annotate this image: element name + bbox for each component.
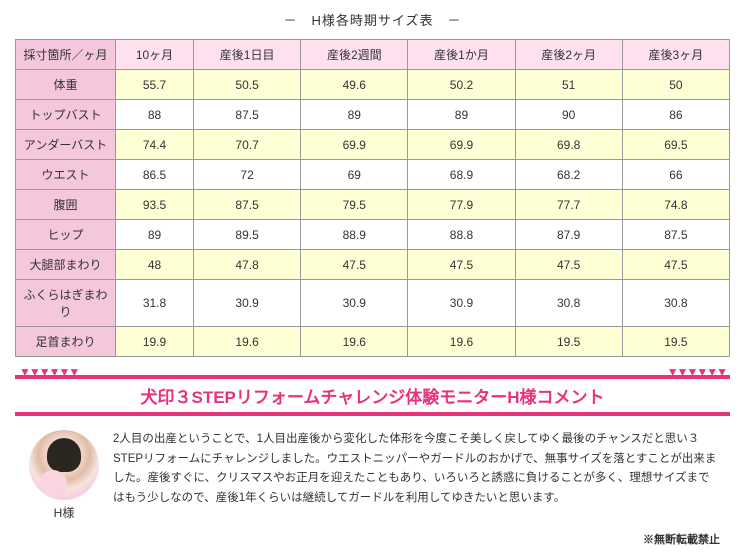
row-label: 足首まわり bbox=[16, 327, 116, 357]
ribbon-deco-right-icon: ▼▼▼▼▼▼ bbox=[667, 365, 726, 379]
table-cell: 89 bbox=[301, 100, 408, 130]
table-row: ふくらはぎまわり31.830.930.930.930.830.8 bbox=[16, 280, 730, 327]
table-col-header: 産後1か月 bbox=[408, 40, 515, 70]
table-row: ウエスト86.5726968.968.266 bbox=[16, 160, 730, 190]
table-cell: 30.8 bbox=[622, 280, 729, 327]
table-cell: 50 bbox=[622, 70, 729, 100]
row-label: ウエスト bbox=[16, 160, 116, 190]
table-cell: 86.5 bbox=[116, 160, 194, 190]
comment-row: H様 2人目の出産ということで、1人目出産後から変化した体形を今度こそ美しく戻し… bbox=[15, 430, 730, 521]
copyright-note: ※無断転載禁止 bbox=[15, 531, 730, 547]
table-cell: 74.4 bbox=[116, 130, 194, 160]
comment-banner: ▼▼▼▼▼▼ 犬印３STEPリフォームチャレンジ体験モニターH様コメント ▼▼▼… bbox=[15, 369, 730, 422]
row-label: ヒップ bbox=[16, 220, 116, 250]
page-title: － H様各時期サイズ表 － bbox=[15, 10, 730, 29]
table-row: アンダーバスト74.470.769.969.969.869.5 bbox=[16, 130, 730, 160]
table-row: 腹囲93.587.579.577.977.774.8 bbox=[16, 190, 730, 220]
table-cell: 19.6 bbox=[194, 327, 301, 357]
table-col-header: 10ヶ月 bbox=[116, 40, 194, 70]
table-cell: 77.7 bbox=[515, 190, 622, 220]
table-cell: 47.5 bbox=[515, 250, 622, 280]
table-cell: 19.9 bbox=[116, 327, 194, 357]
table-cell: 89.5 bbox=[194, 220, 301, 250]
table-cell: 69.9 bbox=[301, 130, 408, 160]
table-cell: 88.9 bbox=[301, 220, 408, 250]
page-container: － H様各時期サイズ表 － 採寸箇所／ヶ月 10ヶ月産後1日目産後2週間産後1か… bbox=[0, 0, 745, 557]
table-cell: 30.9 bbox=[301, 280, 408, 327]
table-row: 足首まわり19.919.619.619.619.519.5 bbox=[16, 327, 730, 357]
table-cell: 79.5 bbox=[301, 190, 408, 220]
table-cell: 19.6 bbox=[408, 327, 515, 357]
table-cell: 88.8 bbox=[408, 220, 515, 250]
row-label: 大腿部まわり bbox=[16, 250, 116, 280]
size-table: 採寸箇所／ヶ月 10ヶ月産後1日目産後2週間産後1か月産後2ヶ月産後3ヶ月 体重… bbox=[15, 39, 730, 357]
table-cell: 77.9 bbox=[408, 190, 515, 220]
avatar-name: H様 bbox=[25, 504, 103, 521]
table-cell: 74.8 bbox=[622, 190, 729, 220]
table-corner-cell: 採寸箇所／ヶ月 bbox=[16, 40, 116, 70]
table-col-header: 産後2週間 bbox=[301, 40, 408, 70]
table-cell: 86 bbox=[622, 100, 729, 130]
table-cell: 87.5 bbox=[622, 220, 729, 250]
table-cell: 30.9 bbox=[408, 280, 515, 327]
avatar-photo-icon bbox=[29, 430, 99, 500]
table-cell: 87.9 bbox=[515, 220, 622, 250]
table-cell: 66 bbox=[622, 160, 729, 190]
banner-title: 犬印３STEPリフォームチャレンジ体験モニターH様コメント bbox=[141, 383, 605, 408]
table-cell: 88 bbox=[116, 100, 194, 130]
table-cell: 68.9 bbox=[408, 160, 515, 190]
table-cell: 69 bbox=[301, 160, 408, 190]
row-label: トップバスト bbox=[16, 100, 116, 130]
row-label: 腹囲 bbox=[16, 190, 116, 220]
ribbon-deco-left-icon: ▼▼▼▼▼▼ bbox=[19, 365, 78, 379]
table-cell: 93.5 bbox=[116, 190, 194, 220]
row-label: ふくらはぎまわり bbox=[16, 280, 116, 327]
table-cell: 69.8 bbox=[515, 130, 622, 160]
table-col-header: 産後2ヶ月 bbox=[515, 40, 622, 70]
table-cell: 72 bbox=[194, 160, 301, 190]
row-label: 体重 bbox=[16, 70, 116, 100]
table-cell: 31.8 bbox=[116, 280, 194, 327]
table-cell: 19.6 bbox=[301, 327, 408, 357]
table-cell: 47.5 bbox=[622, 250, 729, 280]
table-cell: 30.8 bbox=[515, 280, 622, 327]
table-cell: 50.5 bbox=[194, 70, 301, 100]
table-row: 大腿部まわり4847.847.547.547.547.5 bbox=[16, 250, 730, 280]
table-row: 体重55.750.549.650.25150 bbox=[16, 70, 730, 100]
table-cell: 89 bbox=[116, 220, 194, 250]
table-cell: 51 bbox=[515, 70, 622, 100]
row-label: アンダーバスト bbox=[16, 130, 116, 160]
table-cell: 68.2 bbox=[515, 160, 622, 190]
table-cell: 19.5 bbox=[622, 327, 729, 357]
table-cell: 55.7 bbox=[116, 70, 194, 100]
table-cell: 70.7 bbox=[194, 130, 301, 160]
table-cell: 90 bbox=[515, 100, 622, 130]
table-cell: 19.5 bbox=[515, 327, 622, 357]
table-cell: 47.5 bbox=[301, 250, 408, 280]
table-cell: 87.5 bbox=[194, 190, 301, 220]
comment-text: 2人目の出産ということで、1人目出産後から変化した体形を今度こそ美しく戻してゆく… bbox=[113, 430, 720, 508]
table-cell: 87.5 bbox=[194, 100, 301, 130]
table-cell: 69.9 bbox=[408, 130, 515, 160]
table-row: トップバスト8887.589899086 bbox=[16, 100, 730, 130]
table-cell: 47.5 bbox=[408, 250, 515, 280]
table-cell: 30.9 bbox=[194, 280, 301, 327]
avatar-block: H様 bbox=[25, 430, 103, 521]
table-cell: 69.5 bbox=[622, 130, 729, 160]
table-row: ヒップ8989.588.988.887.987.5 bbox=[16, 220, 730, 250]
table-header-row: 採寸箇所／ヶ月 10ヶ月産後1日目産後2週間産後1か月産後2ヶ月産後3ヶ月 bbox=[16, 40, 730, 70]
table-col-header: 産後1日目 bbox=[194, 40, 301, 70]
table-cell: 50.2 bbox=[408, 70, 515, 100]
table-cell: 47.8 bbox=[194, 250, 301, 280]
table-body: 体重55.750.549.650.25150トップバスト8887.5898990… bbox=[16, 70, 730, 357]
table-cell: 89 bbox=[408, 100, 515, 130]
table-col-header: 産後3ヶ月 bbox=[622, 40, 729, 70]
table-cell: 48 bbox=[116, 250, 194, 280]
table-cell: 49.6 bbox=[301, 70, 408, 100]
